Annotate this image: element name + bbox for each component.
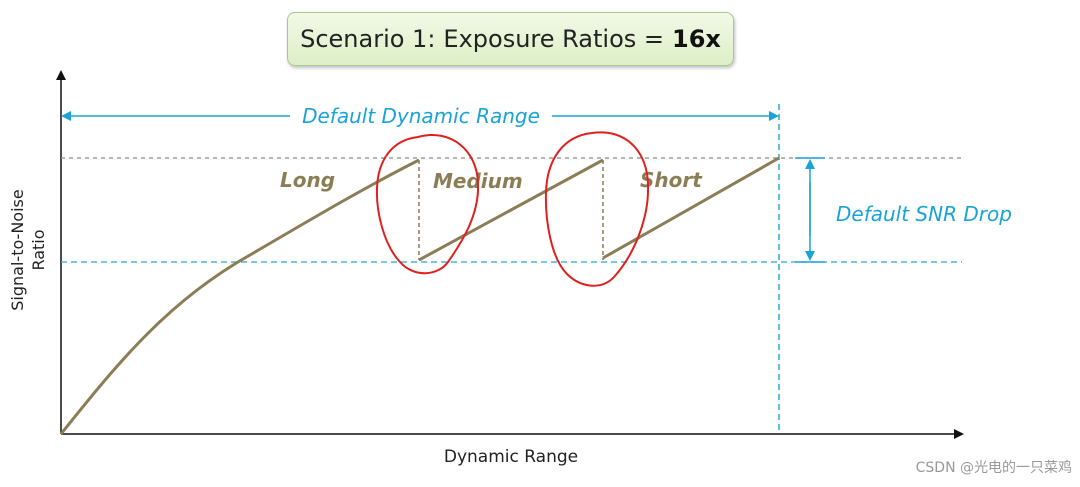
long-exposure-curve <box>59 158 420 435</box>
long-label: Long <box>280 168 335 192</box>
red-circle-short-transition <box>544 131 650 287</box>
title-value: 16x <box>672 25 721 53</box>
snr-drop-label: Default SNR Drop <box>836 202 1012 226</box>
y-axis-label-line1: Signal-to-Noise <box>8 189 27 310</box>
title-label: Exposure Ratios = <box>443 25 665 53</box>
title-prefix: Scenario 1: <box>300 25 436 53</box>
dynamic-range-label: Default Dynamic Range <box>302 104 540 128</box>
short-label: Short <box>640 168 703 192</box>
medium-exposure-curve <box>418 158 604 262</box>
title-banner: Scenario 1: Exposure Ratios = 16x <box>287 12 734 66</box>
y-axis-label-line2: Ratio <box>29 229 48 270</box>
short-exposure-curve <box>602 156 780 260</box>
red-circle-medium-transition <box>375 134 480 275</box>
x-axis-label: Dynamic Range <box>444 447 578 467</box>
watermark: CSDN @光电的一只菜鸡 <box>915 460 1072 476</box>
